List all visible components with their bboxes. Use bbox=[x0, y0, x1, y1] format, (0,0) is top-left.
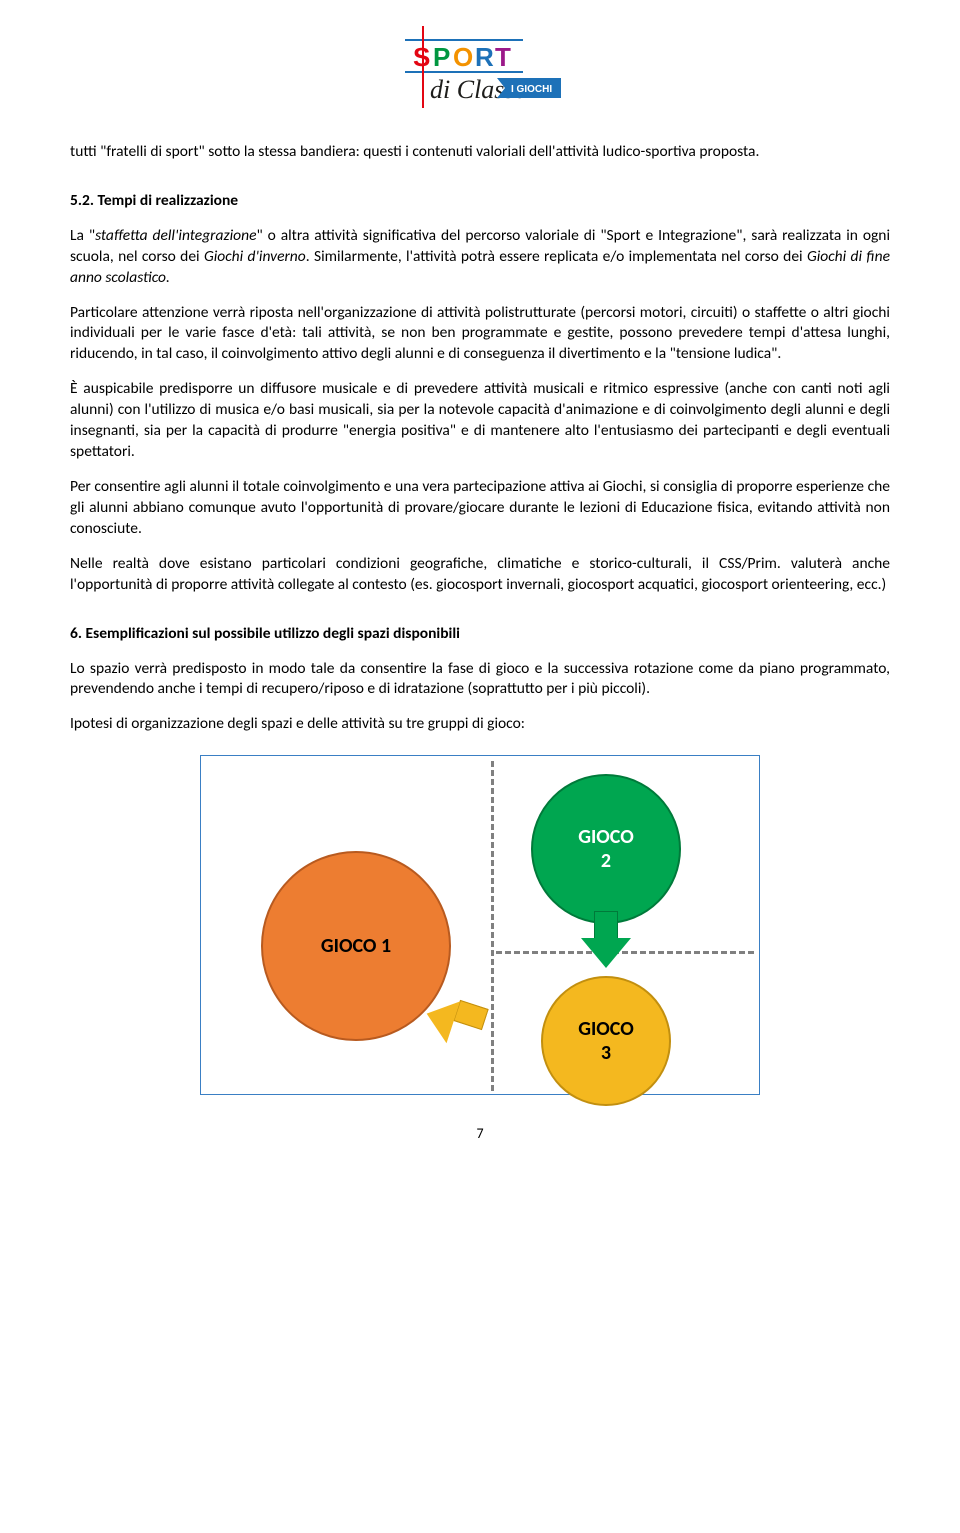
paragraph-4: Per consentire agli alunni il totale coi… bbox=[70, 477, 890, 540]
intro-text: tutti "fratelli di sport" sotto la stess… bbox=[70, 142, 890, 163]
gioco-2-circle: GIOCO 2 bbox=[531, 774, 681, 924]
gioco-1-circle: GIOCO 1 bbox=[261, 851, 451, 1041]
arrow-down-head bbox=[581, 938, 631, 968]
page-number: 7 bbox=[70, 1125, 890, 1144]
paragraph-5: Nelle realtà dove esistano particolari c… bbox=[70, 554, 890, 596]
svg-text:S: S bbox=[413, 42, 430, 72]
gioco-3-circle: GIOCO 3 bbox=[541, 976, 671, 1106]
paragraph-6: Lo spazio verrà predisposto in modo tale… bbox=[70, 659, 890, 701]
vertical-dash-line bbox=[491, 761, 494, 1091]
header-logo: S P O R T di Classe I GIOCHI bbox=[70, 20, 890, 122]
section-6-title: 6. Esemplificazioni sul possibile utiliz… bbox=[70, 624, 890, 645]
diagram-container: GIOCO 2 GIOCO 3 GIOCO 1 bbox=[70, 755, 890, 1095]
svg-text:T: T bbox=[495, 42, 511, 72]
section-5-2-title: 5.2. Tempi di realizzazione bbox=[70, 191, 890, 212]
arrow-down-body bbox=[594, 911, 618, 939]
paragraph-1: La "staffetta dell'integrazione" o altra… bbox=[70, 226, 890, 289]
gioco-3-label: GIOCO 3 bbox=[578, 1017, 634, 1065]
paragraph-7: Ipotesi di organizzazione degli spazi e … bbox=[70, 714, 890, 735]
p1-e: . Similarmente, l'attività potrà essere … bbox=[306, 247, 807, 266]
svg-text:O: O bbox=[453, 42, 473, 72]
paragraph-2: Particolare attenzione verrà riposta nel… bbox=[70, 303, 890, 366]
svg-text:P: P bbox=[433, 42, 450, 72]
p1-b: staffetta dell'integrazione bbox=[95, 226, 256, 245]
p1-a: La " bbox=[70, 226, 95, 245]
paragraph-3: È auspicabile predisporre un diffusore m… bbox=[70, 379, 890, 463]
svg-text:I GIOCHI: I GIOCHI bbox=[511, 84, 552, 95]
gioco-1-label: GIOCO 1 bbox=[321, 934, 391, 958]
gioco-diagram: GIOCO 2 GIOCO 3 GIOCO 1 bbox=[200, 755, 760, 1095]
sport-di-classe-logo: S P O R T di Classe I GIOCHI bbox=[395, 20, 565, 115]
p1-d: Giochi d'inverno bbox=[204, 247, 306, 266]
gioco-2-label: GIOCO 2 bbox=[578, 825, 634, 873]
svg-text:R: R bbox=[475, 42, 494, 72]
